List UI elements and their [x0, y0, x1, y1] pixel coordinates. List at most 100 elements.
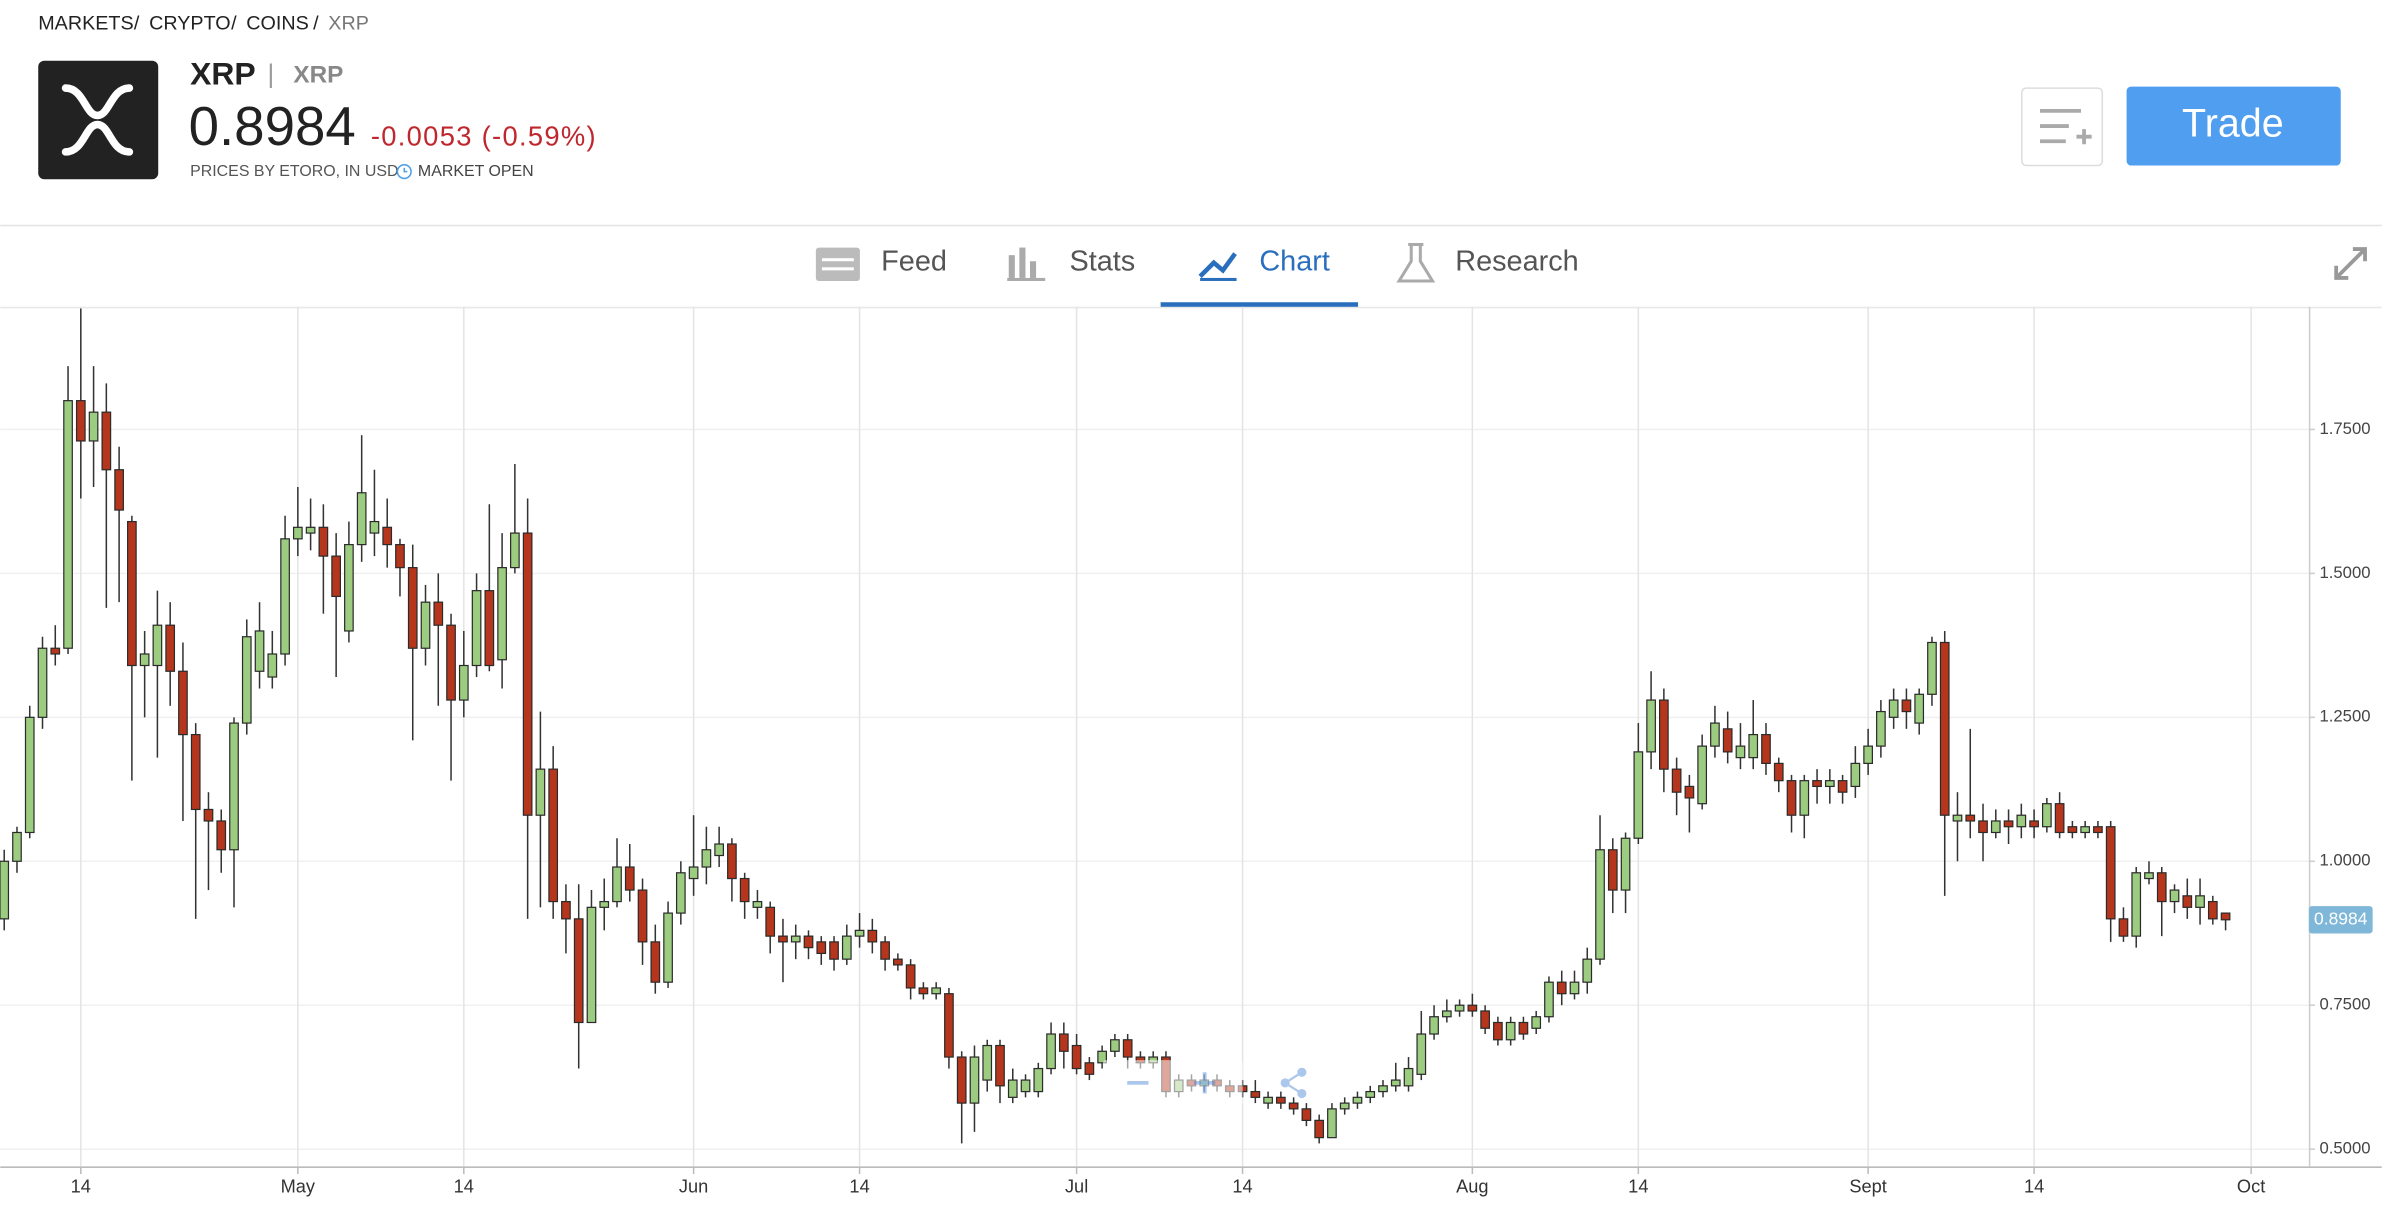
candle-body	[714, 843, 724, 857]
candle-body	[2118, 918, 2129, 937]
candle-body	[2131, 872, 2142, 937]
candle-body	[765, 906, 776, 937]
candle-body	[127, 520, 137, 667]
candle-body	[139, 653, 150, 667]
candle-body	[1352, 1096, 1363, 1104]
candle-body	[586, 906, 597, 1024]
candle-body	[2105, 826, 2116, 920]
tab[interactable]: Feed	[881, 245, 947, 277]
candle-body	[229, 722, 239, 851]
candle-body	[867, 929, 878, 943]
tab[interactable]: Research	[1455, 245, 1578, 277]
candle-body	[931, 987, 942, 995]
candle-body	[190, 733, 201, 811]
candle-body	[318, 526, 329, 557]
candle-body	[1518, 1021, 1529, 1035]
candle-body	[893, 958, 903, 966]
breadcrumb-current: XRP	[328, 13, 369, 35]
candle-body	[1276, 1096, 1286, 1104]
candle-body	[24, 716, 35, 834]
candle-body	[1365, 1090, 1376, 1098]
candle-body	[203, 808, 214, 822]
candle-body	[1493, 1021, 1503, 1041]
candle-body	[292, 526, 303, 540]
candle-body	[344, 543, 354, 632]
candle-body	[1505, 1021, 1516, 1041]
trade-button[interactable]	[2126, 86, 2341, 166]
candle-body	[1544, 981, 1554, 1018]
candle-body	[165, 624, 176, 672]
candle-body	[816, 941, 827, 955]
feed-icon	[815, 247, 860, 281]
candle-body	[2003, 820, 2014, 828]
candle-body	[152, 624, 163, 667]
tab[interactable]: Stats	[1069, 245, 1135, 277]
candle-body	[471, 590, 482, 667]
candle-body	[382, 526, 393, 546]
candle-body	[1595, 849, 1605, 960]
share-button[interactable]	[1280, 1067, 1307, 1099]
y-tick-label: 0.7500	[2319, 995, 2370, 1014]
candle-body	[1863, 745, 1873, 764]
fullscreen-button[interactable]	[2334, 247, 2367, 280]
candle-body	[2144, 872, 2154, 880]
candle-body	[1837, 780, 1848, 793]
tab[interactable]: Chart	[1259, 245, 1330, 277]
trade-button-label[interactable]: Trade	[2182, 101, 2284, 145]
candle-body	[663, 912, 673, 983]
candle-body	[1952, 814, 1963, 822]
candle-body	[573, 918, 584, 1024]
breadcrumb-link[interactable]: MARKETS	[38, 13, 133, 35]
candle-body	[1288, 1102, 1299, 1110]
candle-body	[752, 900, 763, 908]
candle-body	[1710, 722, 1720, 747]
candle-body	[88, 411, 99, 442]
coin-symbol: XRP	[293, 61, 343, 88]
candle-body	[12, 831, 22, 862]
y-tick-label: 1.0000	[2319, 851, 2370, 870]
candle-body	[446, 624, 456, 701]
x-tick-label: Aug	[1456, 1177, 1488, 1197]
candle-body	[995, 1044, 1005, 1087]
y-tick-label: 0.5000	[2319, 1139, 2370, 1158]
candle-body	[2080, 826, 2091, 834]
candle-body	[1531, 1016, 1542, 1029]
candle-body	[944, 993, 954, 1058]
candle-body	[1339, 1102, 1350, 1110]
candle-body	[1390, 1079, 1401, 1087]
candle-body	[241, 636, 252, 724]
market-status: MARKET OPEN	[418, 163, 534, 180]
breadcrumb-separator: /	[313, 13, 319, 35]
candle-body	[841, 935, 852, 960]
candle-body	[2220, 912, 2231, 921]
candle-body	[1569, 981, 1580, 995]
zoom-in-button[interactable]	[1194, 1072, 1216, 1094]
price: 0.8984	[189, 96, 356, 157]
candle-body	[1633, 751, 1644, 839]
clock-icon	[396, 164, 412, 180]
candle-body	[420, 601, 431, 649]
candle-body	[1978, 820, 1988, 834]
breadcrumb-link[interactable]: COINS	[246, 13, 308, 35]
breadcrumb-link[interactable]: CRYPTO	[149, 13, 231, 35]
candle-body	[1454, 1004, 1465, 1012]
candle-body	[1441, 1010, 1452, 1018]
logo-icon	[61, 84, 134, 156]
candle-body	[1850, 762, 1861, 788]
price-change: -0.0053 (-0.59%)	[371, 120, 596, 151]
last-price-marker	[2308, 906, 2373, 934]
candle-body	[63, 400, 73, 649]
candle-body	[561, 900, 571, 920]
candle-body	[675, 872, 686, 914]
candle-body	[1761, 733, 1771, 764]
candle-body	[905, 964, 916, 989]
candle-body	[2182, 895, 2193, 908]
y-tick-label: 1.7500	[2319, 419, 2370, 438]
candle-body	[1250, 1090, 1261, 1098]
candle-body	[101, 411, 112, 471]
candle-body	[1722, 728, 1733, 753]
candle-body	[2067, 826, 2078, 834]
x-tick-label: Oct	[2237, 1177, 2265, 1197]
plot: 0.5000 0.7500 1.0000 1.2500 1.5000 1.7500 14 Ma…	[0, 306, 2373, 1197]
candle-body	[331, 555, 342, 598]
